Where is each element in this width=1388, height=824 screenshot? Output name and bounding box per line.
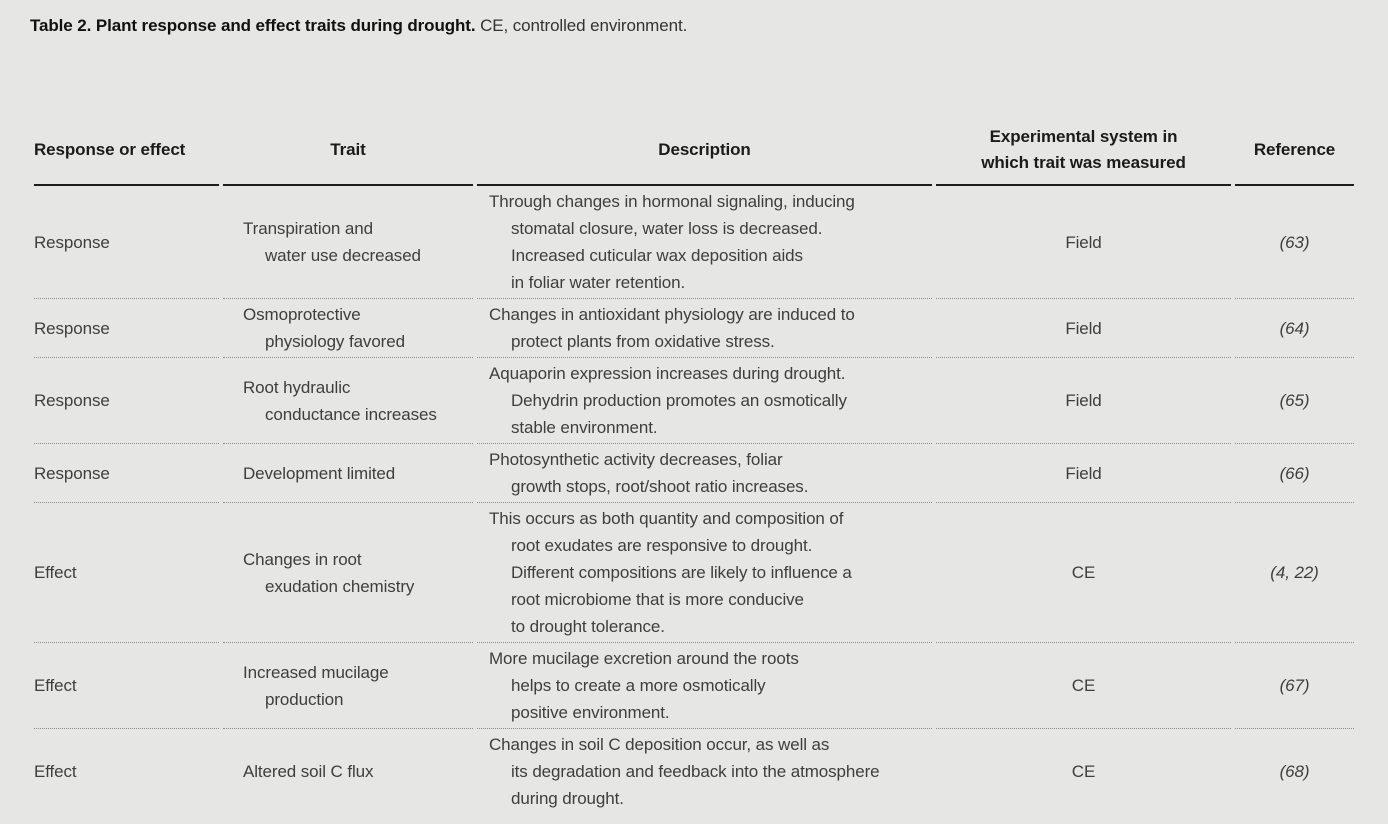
description-text: Changes in antioxidant physiology are in… [489, 305, 855, 351]
traits-table: Response or effect Trait Description Exp… [30, 124, 1358, 814]
cell-reference: (65) [1235, 358, 1354, 444]
cell-reference: (66) [1235, 444, 1354, 503]
table-header-row: Response or effect Trait Description Exp… [34, 124, 1354, 186]
trait-text: Changes in root exudation chemistry [243, 549, 415, 596]
table-row: Effect Increased mucilage production Mor… [34, 643, 1354, 729]
cell-description: Changes in antioxidant physiology are in… [477, 299, 932, 358]
cell-trait: Root hydraulic conductance increases [223, 358, 473, 444]
table-row: Effect Altered soil C flux Changes in so… [34, 729, 1354, 814]
col-header-trait: Trait [223, 124, 473, 186]
table-caption-note: CE, controlled environment. [480, 16, 688, 35]
cell-trait: Changes in root exudation chemistry [223, 503, 473, 643]
cell-trait: Development limited [223, 444, 473, 503]
reference-number: (63) [1279, 232, 1310, 252]
cell-description: More mucilage excretion around the roots… [477, 643, 932, 729]
table-caption-title: Table 2. Plant response and effect trait… [30, 16, 476, 35]
cell-response-or-effect: Effect [34, 762, 77, 781]
table-row: Response Root hydraulic conductance incr… [34, 358, 1354, 444]
cell-description: This occurs as both quantity and composi… [477, 503, 932, 643]
cell-response-or-effect: Response [34, 299, 219, 358]
cell-experimental-system: CE [1071, 762, 1096, 781]
cell-trait: Osmoprotective physiology favored [223, 299, 473, 358]
table-row: Response Development limited Photosynthe… [34, 444, 1354, 503]
cell-experimental-system: CE [936, 643, 1231, 729]
trait-text: Osmoprotective physiology favored [243, 305, 405, 351]
trait-text: Development limited [243, 463, 396, 483]
cell-response-or-effect: Response [34, 186, 219, 299]
cell-experimental-system: Field [936, 299, 1231, 358]
col-header-response-or-effect: Response or effect [34, 124, 219, 186]
description-text: Changes in soil C deposition occur, as w… [489, 735, 880, 808]
table-row: Response Osmoprotective physiology favor… [34, 299, 1354, 358]
table-caption: Table 2. Plant response and effect trait… [30, 14, 1358, 38]
reference-number: (64) [1279, 318, 1310, 338]
cell-trait: Increased mucilage production [223, 643, 473, 729]
col-header-experimental-system: Experimental system in which trait was m… [936, 124, 1231, 186]
reference-number: (65) [1279, 391, 1310, 410]
cell-trait: Altered soil C flux [223, 729, 473, 814]
cell-description: Through changes in hormonal signaling, i… [477, 186, 932, 299]
reference-number: (67) [1279, 676, 1310, 695]
description-text: This occurs as both quantity and composi… [489, 509, 852, 636]
reference-number: (4, 22) [1270, 563, 1319, 582]
cell-reference: (67) [1235, 643, 1354, 729]
cell-description: Aquaporin expression increases during dr… [477, 358, 932, 444]
cell-response-or-effect: Effect [34, 643, 219, 729]
cell-reference: (68) [1235, 729, 1354, 814]
trait-text: Transpiration and water use decreased [243, 219, 421, 265]
description-text: Aquaporin expression increases during dr… [489, 364, 847, 437]
description-text: Photosynthetic activity decreases, folia… [489, 450, 809, 496]
cell-experimental-system: CE [936, 503, 1231, 643]
cell-description: Photosynthetic activity decreases, folia… [477, 444, 932, 503]
description-text: Through changes in hormonal signaling, i… [489, 192, 855, 292]
trait-text: Altered soil C flux [243, 762, 374, 781]
table-row: Response Transpiration and water use dec… [34, 186, 1354, 299]
cell-experimental-system: Field [936, 186, 1231, 299]
cell-response-or-effect: Response [34, 444, 219, 503]
trait-text: Root hydraulic conductance increases [243, 377, 437, 424]
cell-reference: (63) [1235, 186, 1354, 299]
col-header-reference: Reference [1235, 124, 1354, 186]
table-row: Effect Changes in root exudation chemist… [34, 503, 1354, 643]
reference-number: (68) [1279, 762, 1310, 781]
cell-experimental-system: Field [936, 444, 1231, 503]
cell-response-or-effect: Effect [34, 503, 219, 643]
trait-text: Increased mucilage production [243, 662, 389, 709]
cell-description: Changes in soil C deposition occur, as w… [477, 729, 932, 814]
reference-number: (66) [1279, 463, 1310, 483]
cell-reference: (4, 22) [1235, 503, 1354, 643]
col-header-description: Description [477, 124, 932, 186]
cell-response-or-effect: Response [34, 358, 219, 444]
description-text: More mucilage excretion around the roots… [489, 649, 799, 722]
cell-trait: Transpiration and water use decreased [223, 186, 473, 299]
cell-experimental-system: Field [936, 358, 1231, 444]
cell-reference: (64) [1235, 299, 1354, 358]
